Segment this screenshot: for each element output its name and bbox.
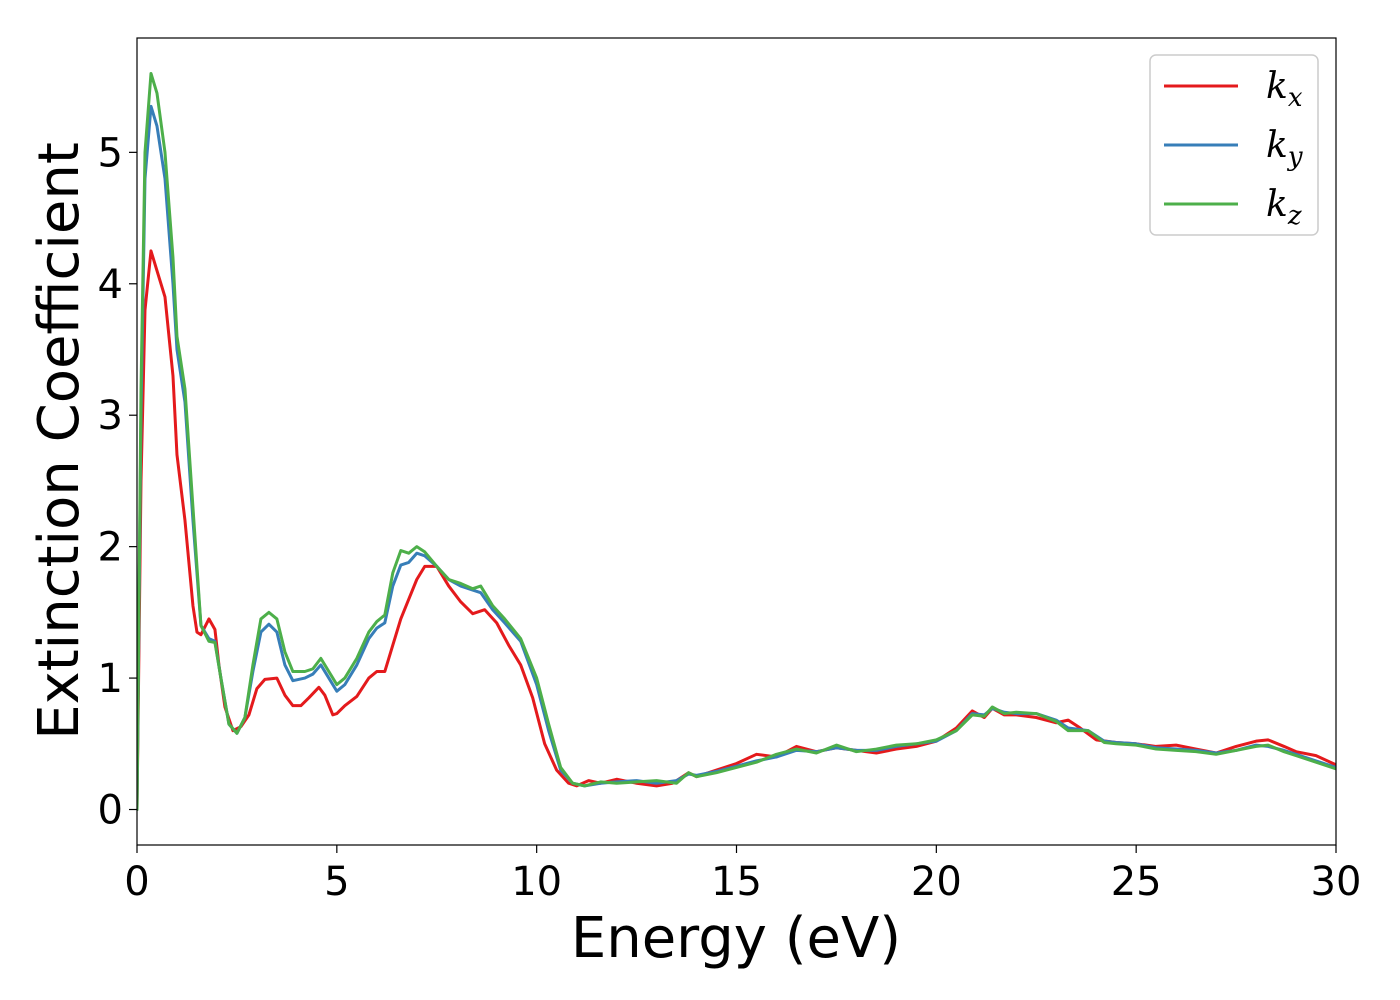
x-tick-label: 25 [1111,859,1162,905]
y-tick-label: 2 [98,525,123,571]
legend-label-x: kx [1266,66,1303,113]
legend-label-y: ky [1266,125,1303,172]
series-layer [137,71,1336,812]
y-tick-label: 1 [98,656,123,702]
x-tick-label: 20 [911,859,962,905]
series-line-z [137,71,1336,812]
legend: kx ky kz [1149,54,1319,236]
x-tick-label: 0 [124,859,149,905]
x-axis-label: Energy (eV) [571,906,901,971]
y-tick-label: 4 [98,262,123,308]
x-tick-label: 10 [511,859,562,905]
x-axis: 0 5 10 15 20 25 30 [124,845,1361,905]
x-tick-label: 15 [711,859,762,905]
y-axis-label: Extinction Coefficient [27,142,92,740]
x-tick-label: 30 [1311,859,1362,905]
y-tick-label: 5 [98,130,123,176]
legend-label-z: kz [1266,184,1302,231]
y-axis: 0 1 2 3 4 5 [98,130,137,834]
x-tick-label: 5 [324,859,349,905]
y-tick-label: 0 [98,788,123,834]
y-tick-label: 3 [98,393,123,439]
